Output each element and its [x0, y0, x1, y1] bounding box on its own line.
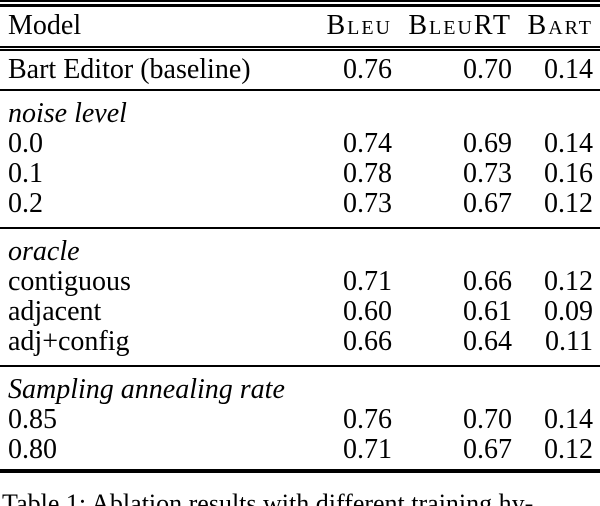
- bleu-value-cell: 0.71: [343, 434, 392, 465]
- table-caption: Table 1: Ablation results with different…: [2, 489, 534, 506]
- bleu-value-cell: 0.71: [343, 266, 392, 297]
- table-row: 0.1 0.78 0.73 0.16: [0, 159, 600, 189]
- bleurt-value-cell: 0.61: [463, 296, 512, 327]
- bleurt-value-cell: 0.67: [463, 188, 512, 219]
- row-label-cell: 0.85: [8, 404, 57, 435]
- bleurt-value-cell: 0.69: [463, 128, 512, 159]
- row-label-cell: 0.0: [8, 128, 43, 159]
- bart-value-cell: 0.14: [544, 404, 593, 435]
- bart-value-cell: 0.09: [544, 296, 593, 327]
- row-label-cell: adjacent: [8, 296, 102, 327]
- col-header-bleu: Bleu: [326, 10, 392, 41]
- top-rule-thin-line: [0, 0, 600, 2]
- top-rule-thick-line: [0, 4, 600, 7]
- ablation-results-table: Model Bleu BleuRT Bart Bart Editor (base…: [0, 7, 600, 469]
- bleu-value-cell: 0.78: [343, 158, 392, 189]
- table-row: 0.2 0.73 0.67 0.12: [0, 189, 600, 228]
- bart-value-cell: 0.12: [544, 266, 593, 297]
- top-rule-gap: [0, 2, 600, 4]
- bart-value-cell: 0.16: [544, 158, 593, 189]
- table-row: 0.0 0.74 0.69 0.14: [0, 129, 600, 159]
- row-label-cell: Bart Editor (baseline): [0, 46, 310, 90]
- table-row: adj+config 0.66 0.64 0.11: [0, 327, 600, 366]
- bart-value-cell: 0.11: [545, 326, 593, 357]
- bart-value-cell: 0.14: [512, 46, 600, 90]
- col-header-bleurt: BleuRT: [408, 10, 512, 41]
- table-row: 0.85 0.76 0.70 0.14: [0, 405, 600, 435]
- bart-value-cell: 0.12: [544, 434, 593, 465]
- bart-value-cell: 0.14: [544, 128, 593, 159]
- bleu-value-cell: 0.73: [343, 188, 392, 219]
- bleurt-value-cell: 0.70: [463, 404, 512, 435]
- row-label-cell: contiguous: [8, 266, 131, 297]
- table-row: 0.80 0.71 0.67 0.12: [0, 435, 600, 469]
- bleu-value-cell: 0.76: [310, 46, 392, 90]
- bleurt-value-cell: 0.73: [463, 158, 512, 189]
- table-bottom-rule: [0, 469, 600, 473]
- section-header-row: oracle: [0, 227, 600, 267]
- table-header-row: Model Bleu BleuRT Bart: [0, 7, 600, 49]
- bleu-value-cell: 0.66: [343, 326, 392, 357]
- bleurt-value-cell: 0.70: [392, 46, 512, 90]
- bart-value-cell: 0.12: [544, 188, 593, 219]
- section-header-row: Sampling annealing rate: [0, 365, 600, 405]
- table-row: contiguous 0.71 0.66 0.12: [0, 267, 600, 297]
- table-row: Bart Editor (baseline) 0.76 0.70 0.14: [0, 46, 600, 90]
- bleu-value-cell: 0.74: [343, 128, 392, 159]
- col-header-bart: Bart: [527, 10, 593, 41]
- bleurt-value-cell: 0.67: [463, 434, 512, 465]
- section-title-cell: oracle: [0, 227, 600, 267]
- row-label-cell: 0.2: [8, 188, 43, 219]
- bleu-value-cell: 0.76: [343, 404, 392, 435]
- row-label-cell: 0.1: [8, 158, 43, 189]
- section-header-row: noise level: [0, 89, 600, 129]
- bleu-value-cell: 0.60: [343, 296, 392, 327]
- col-header-model: Model: [8, 10, 82, 41]
- row-label-cell: adj+config: [8, 326, 130, 357]
- table-row: adjacent 0.60 0.61 0.09: [0, 297, 600, 327]
- section-title-cell: Sampling annealing rate: [0, 365, 600, 405]
- bleurt-value-cell: 0.66: [463, 266, 512, 297]
- section-title-cell: noise level: [0, 89, 600, 129]
- row-label-cell: 0.80: [8, 434, 57, 465]
- table-top-rule: [0, 0, 600, 7]
- bleurt-value-cell: 0.64: [463, 326, 512, 357]
